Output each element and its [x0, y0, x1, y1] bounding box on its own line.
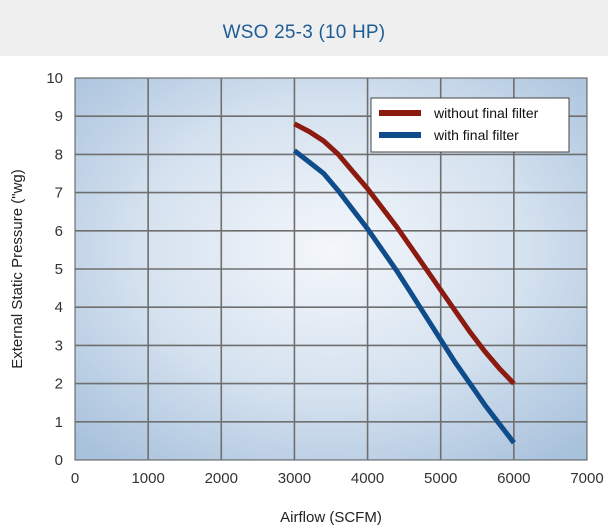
y-tick-label: 0 [55, 452, 63, 469]
y-tick-label: 3 [55, 337, 63, 354]
x-tick-label: 2000 [205, 470, 238, 487]
y-tick-label: 5 [55, 261, 63, 278]
legend: without final filter with final filter [371, 98, 569, 152]
y-tick-label: 7 [55, 185, 63, 202]
y-axis-ticks: 0 1 2 3 4 5 6 7 8 9 10 [46, 70, 63, 469]
y-tick-label: 8 [55, 146, 63, 163]
y-tick-label: 4 [55, 299, 63, 316]
y-tick-label: 1 [55, 414, 63, 431]
x-axis-ticks: 0 1000 2000 3000 4000 5000 6000 7000 [71, 470, 604, 487]
legend-label: with final filter [433, 127, 519, 143]
x-tick-label: 4000 [351, 470, 384, 487]
x-tick-label: 6000 [497, 470, 530, 487]
y-axis-label: External Static Pressure ("wg) [9, 169, 26, 369]
legend-label: without final filter [433, 105, 539, 121]
x-axis-label: Airflow (SCFM) [280, 509, 382, 526]
y-tick-label: 10 [46, 70, 63, 87]
x-tick-label: 5000 [424, 470, 457, 487]
x-tick-label: 0 [71, 470, 79, 487]
y-tick-label: 6 [55, 223, 63, 240]
x-tick-label: 3000 [278, 470, 311, 487]
x-tick-label: 7000 [570, 470, 603, 487]
x-tick-label: 1000 [131, 470, 164, 487]
y-tick-label: 9 [55, 108, 63, 125]
y-tick-label: 2 [55, 376, 63, 393]
